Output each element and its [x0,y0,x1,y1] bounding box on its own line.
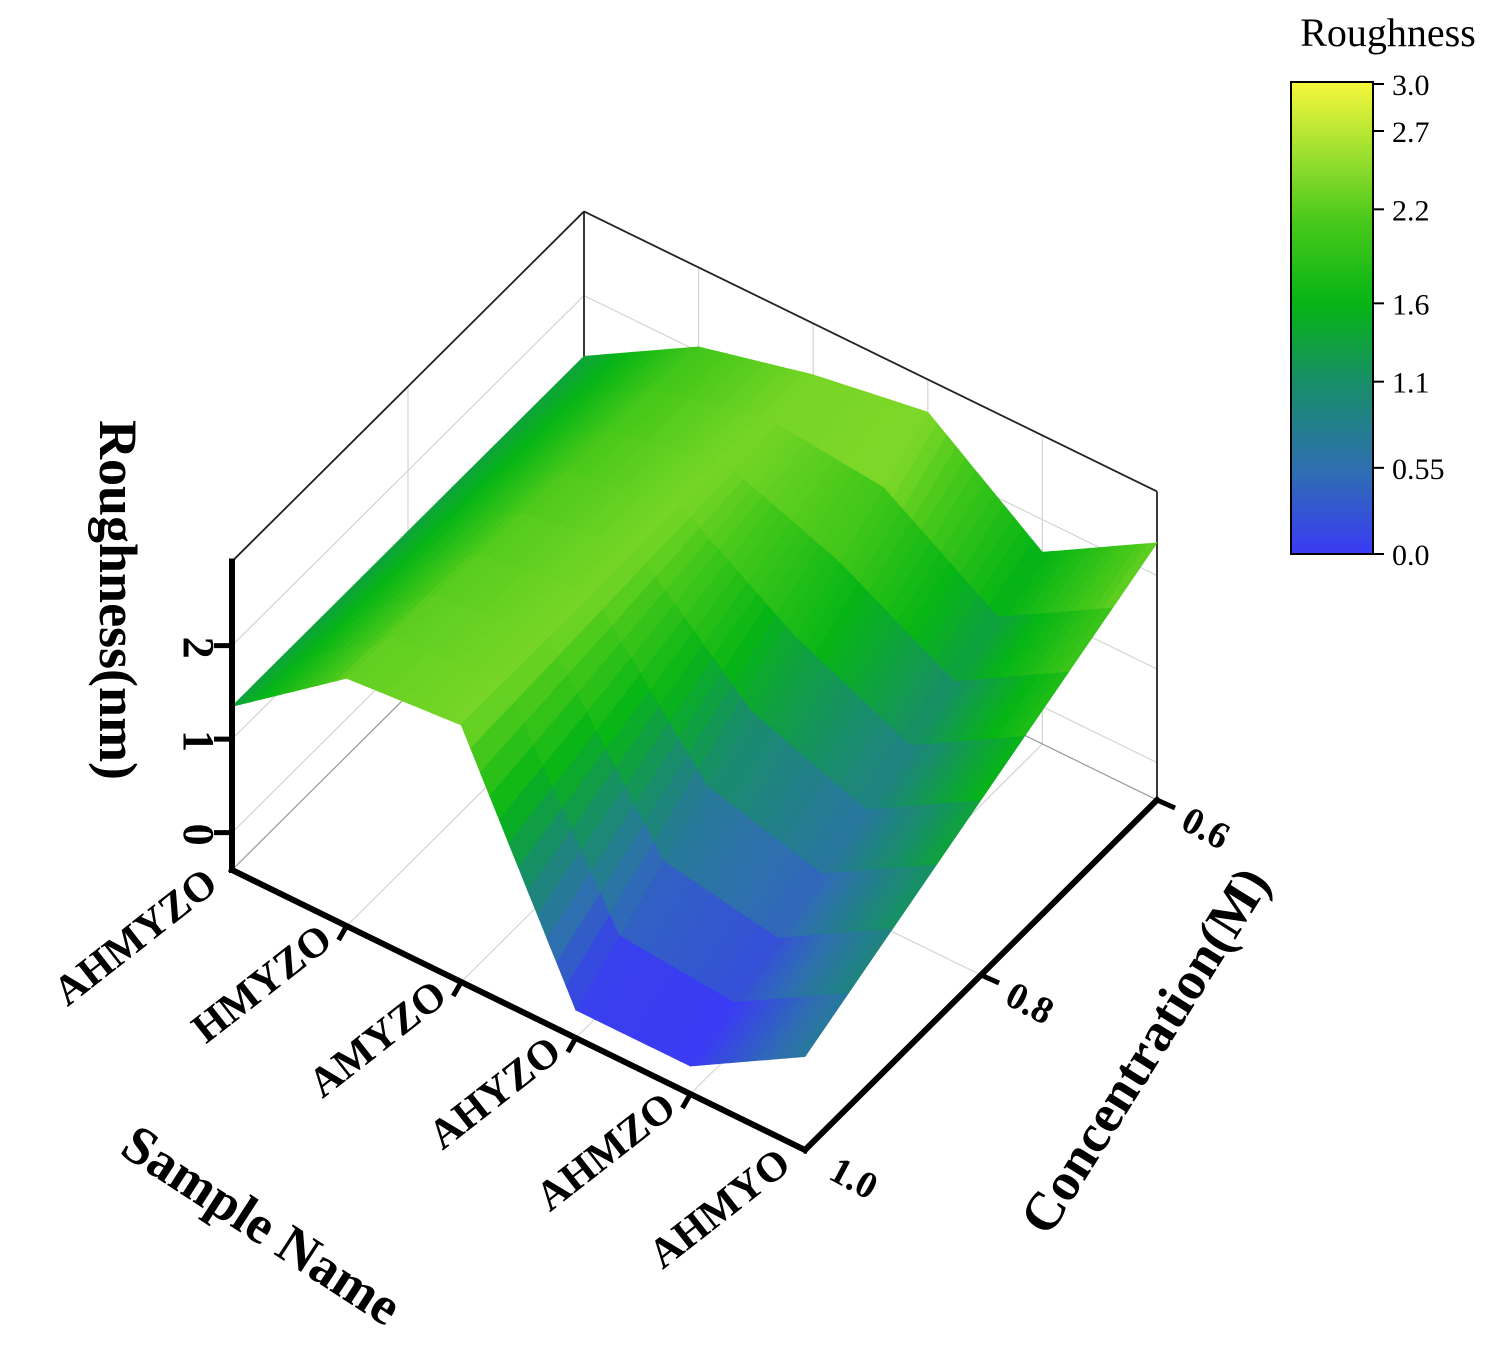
x-tick-mark [451,980,464,998]
colorbar-tick-label: 1.6 [1392,288,1430,321]
x-tick-label: AHMZO [528,1084,685,1221]
x-tick-mark [680,1092,693,1110]
y-tick-label: 1.0 [823,1149,885,1208]
colorbar-tick-label: 1.1 [1392,367,1430,400]
colorbar-tick-label: 0.55 [1392,453,1445,486]
x-axis-title: Sample Name [111,1113,412,1337]
surface-segment-HMYZO-AMYZO [345,346,814,726]
x-axis-line [227,865,810,1155]
x-tick-label: AHMYZO [45,860,226,1015]
x-tick-label: HMYZO [184,916,341,1053]
colorbar: Roughness 3.0 2.7 2.2 1.6 1.1 0.55 0.0 [1290,10,1476,572]
y-tick-label: 0.8 [999,974,1061,1033]
colorbar-tick-label: 0.0 [1392,539,1430,572]
surface-patch-AHMZO [1102,542,1158,609]
colorbar-tick-label: 3.0 [1392,69,1430,102]
colorbar-tick-label: 2.2 [1392,194,1430,227]
x-tick-mark [336,924,349,942]
x-tick-mark [565,1036,578,1054]
x-tick-label: AHMYO [640,1140,799,1278]
surface-segment-AHMYZO-HMYZO [230,346,700,708]
colorbar-ticks: 3.0 2.7 2.2 1.6 1.1 0.55 0.0 [1373,69,1445,572]
y-axis-title: Concentration(M) [1008,857,1281,1245]
surface [230,346,1158,1067]
surface-patch-AHYZO [988,539,1043,618]
side-wall-grid-line [231,295,585,647]
x-tick-label: AHYZO [420,1028,570,1159]
surface-segment-AMYZO-AHYZO [460,374,929,1011]
z-tick-label: 2 [174,637,223,659]
box-edge [231,210,585,563]
box-edge [583,210,1158,493]
y-tick-mark [1155,797,1177,811]
x-tick-label: AMYZO [300,972,455,1107]
z-tick-label: 1 [174,730,223,752]
z-axis-title: Roughness(nm) [88,420,148,780]
axes [214,558,1177,1155]
colorbar-title: Roughness [1300,10,1476,55]
colorbar-bar [1290,81,1374,555]
surface-segment-AHYZO-AHMZO [575,411,1043,1067]
y-tick-label: 0.6 [1175,799,1237,858]
colorbar-tick-label: 2.7 [1392,116,1430,149]
y-tick-mark [979,972,1001,986]
z-tick-label: 0 [174,824,223,846]
surface-patch-AMYZO [873,408,929,488]
